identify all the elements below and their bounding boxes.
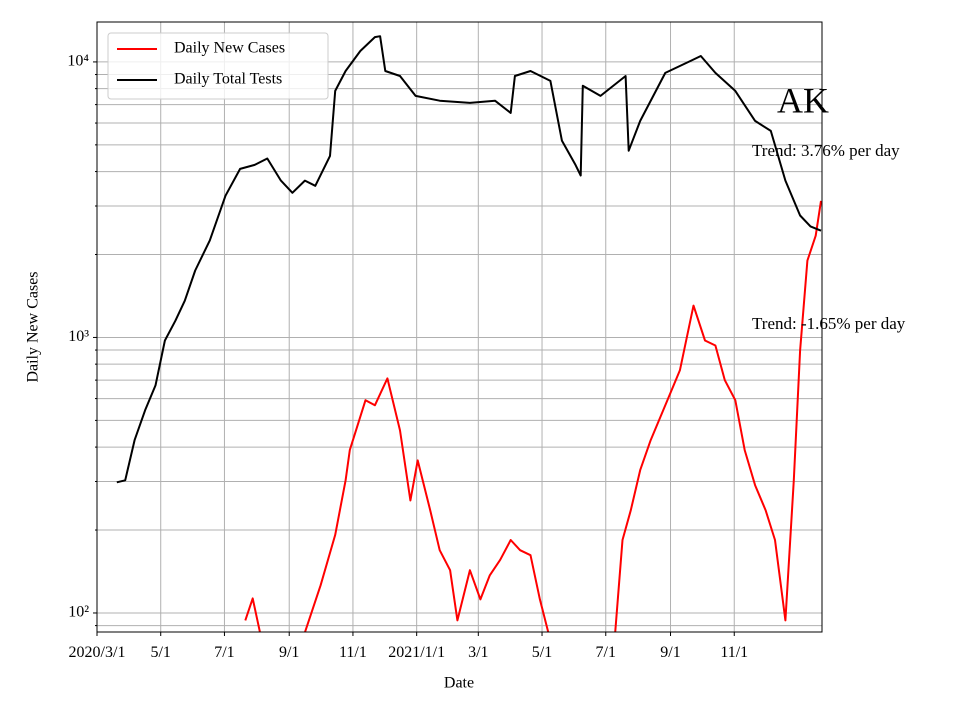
x-tick-label: 2021/1/1: [388, 644, 445, 661]
x-tick-label: 3/1: [468, 644, 488, 661]
x-tick-label: 9/1: [279, 644, 299, 661]
annotation: Trend: -1.65% per day: [752, 314, 906, 333]
plot-frame: [96, 21, 823, 633]
series-line: [244, 200, 822, 632]
y-tick-label: 10³: [68, 328, 89, 345]
legend-label: Daily Total Tests: [174, 71, 282, 88]
y-axis-label: Daily New Cases: [25, 271, 42, 382]
x-tick-label: 2020/3/1: [69, 644, 126, 661]
grid: [96, 22, 822, 632]
x-tick-label: 5/1: [150, 644, 170, 661]
x-tick-label: 11/1: [720, 644, 748, 661]
x-axis-label: Date: [444, 675, 474, 692]
axes: 10² 10³ 10⁴ 2020/3/1 5/1 7/1 9/1 11/1 2021/1/1 3/…: [67, 53, 748, 661]
plot-lines: [116, 35, 822, 632]
x-tick-label: 7/1: [214, 644, 234, 661]
y-tick-label: 10⁴: [67, 53, 89, 70]
x-tick-label: 11/1: [339, 644, 367, 661]
legend: Daily New Cases Daily Total Tests: [107, 32, 329, 100]
x-tick-label: 9/1: [660, 644, 680, 661]
legend-box: [107, 32, 329, 100]
x-tick-label: 7/1: [596, 644, 616, 661]
y-tick-label: 10²: [68, 604, 89, 621]
x-tick-label: 5/1: [532, 644, 552, 661]
series-line: [116, 35, 822, 484]
chart-title: AK: [777, 80, 829, 120]
legend-label: Daily New Cases: [174, 40, 285, 57]
annotation: Trend: 3.76% per day: [752, 141, 900, 160]
